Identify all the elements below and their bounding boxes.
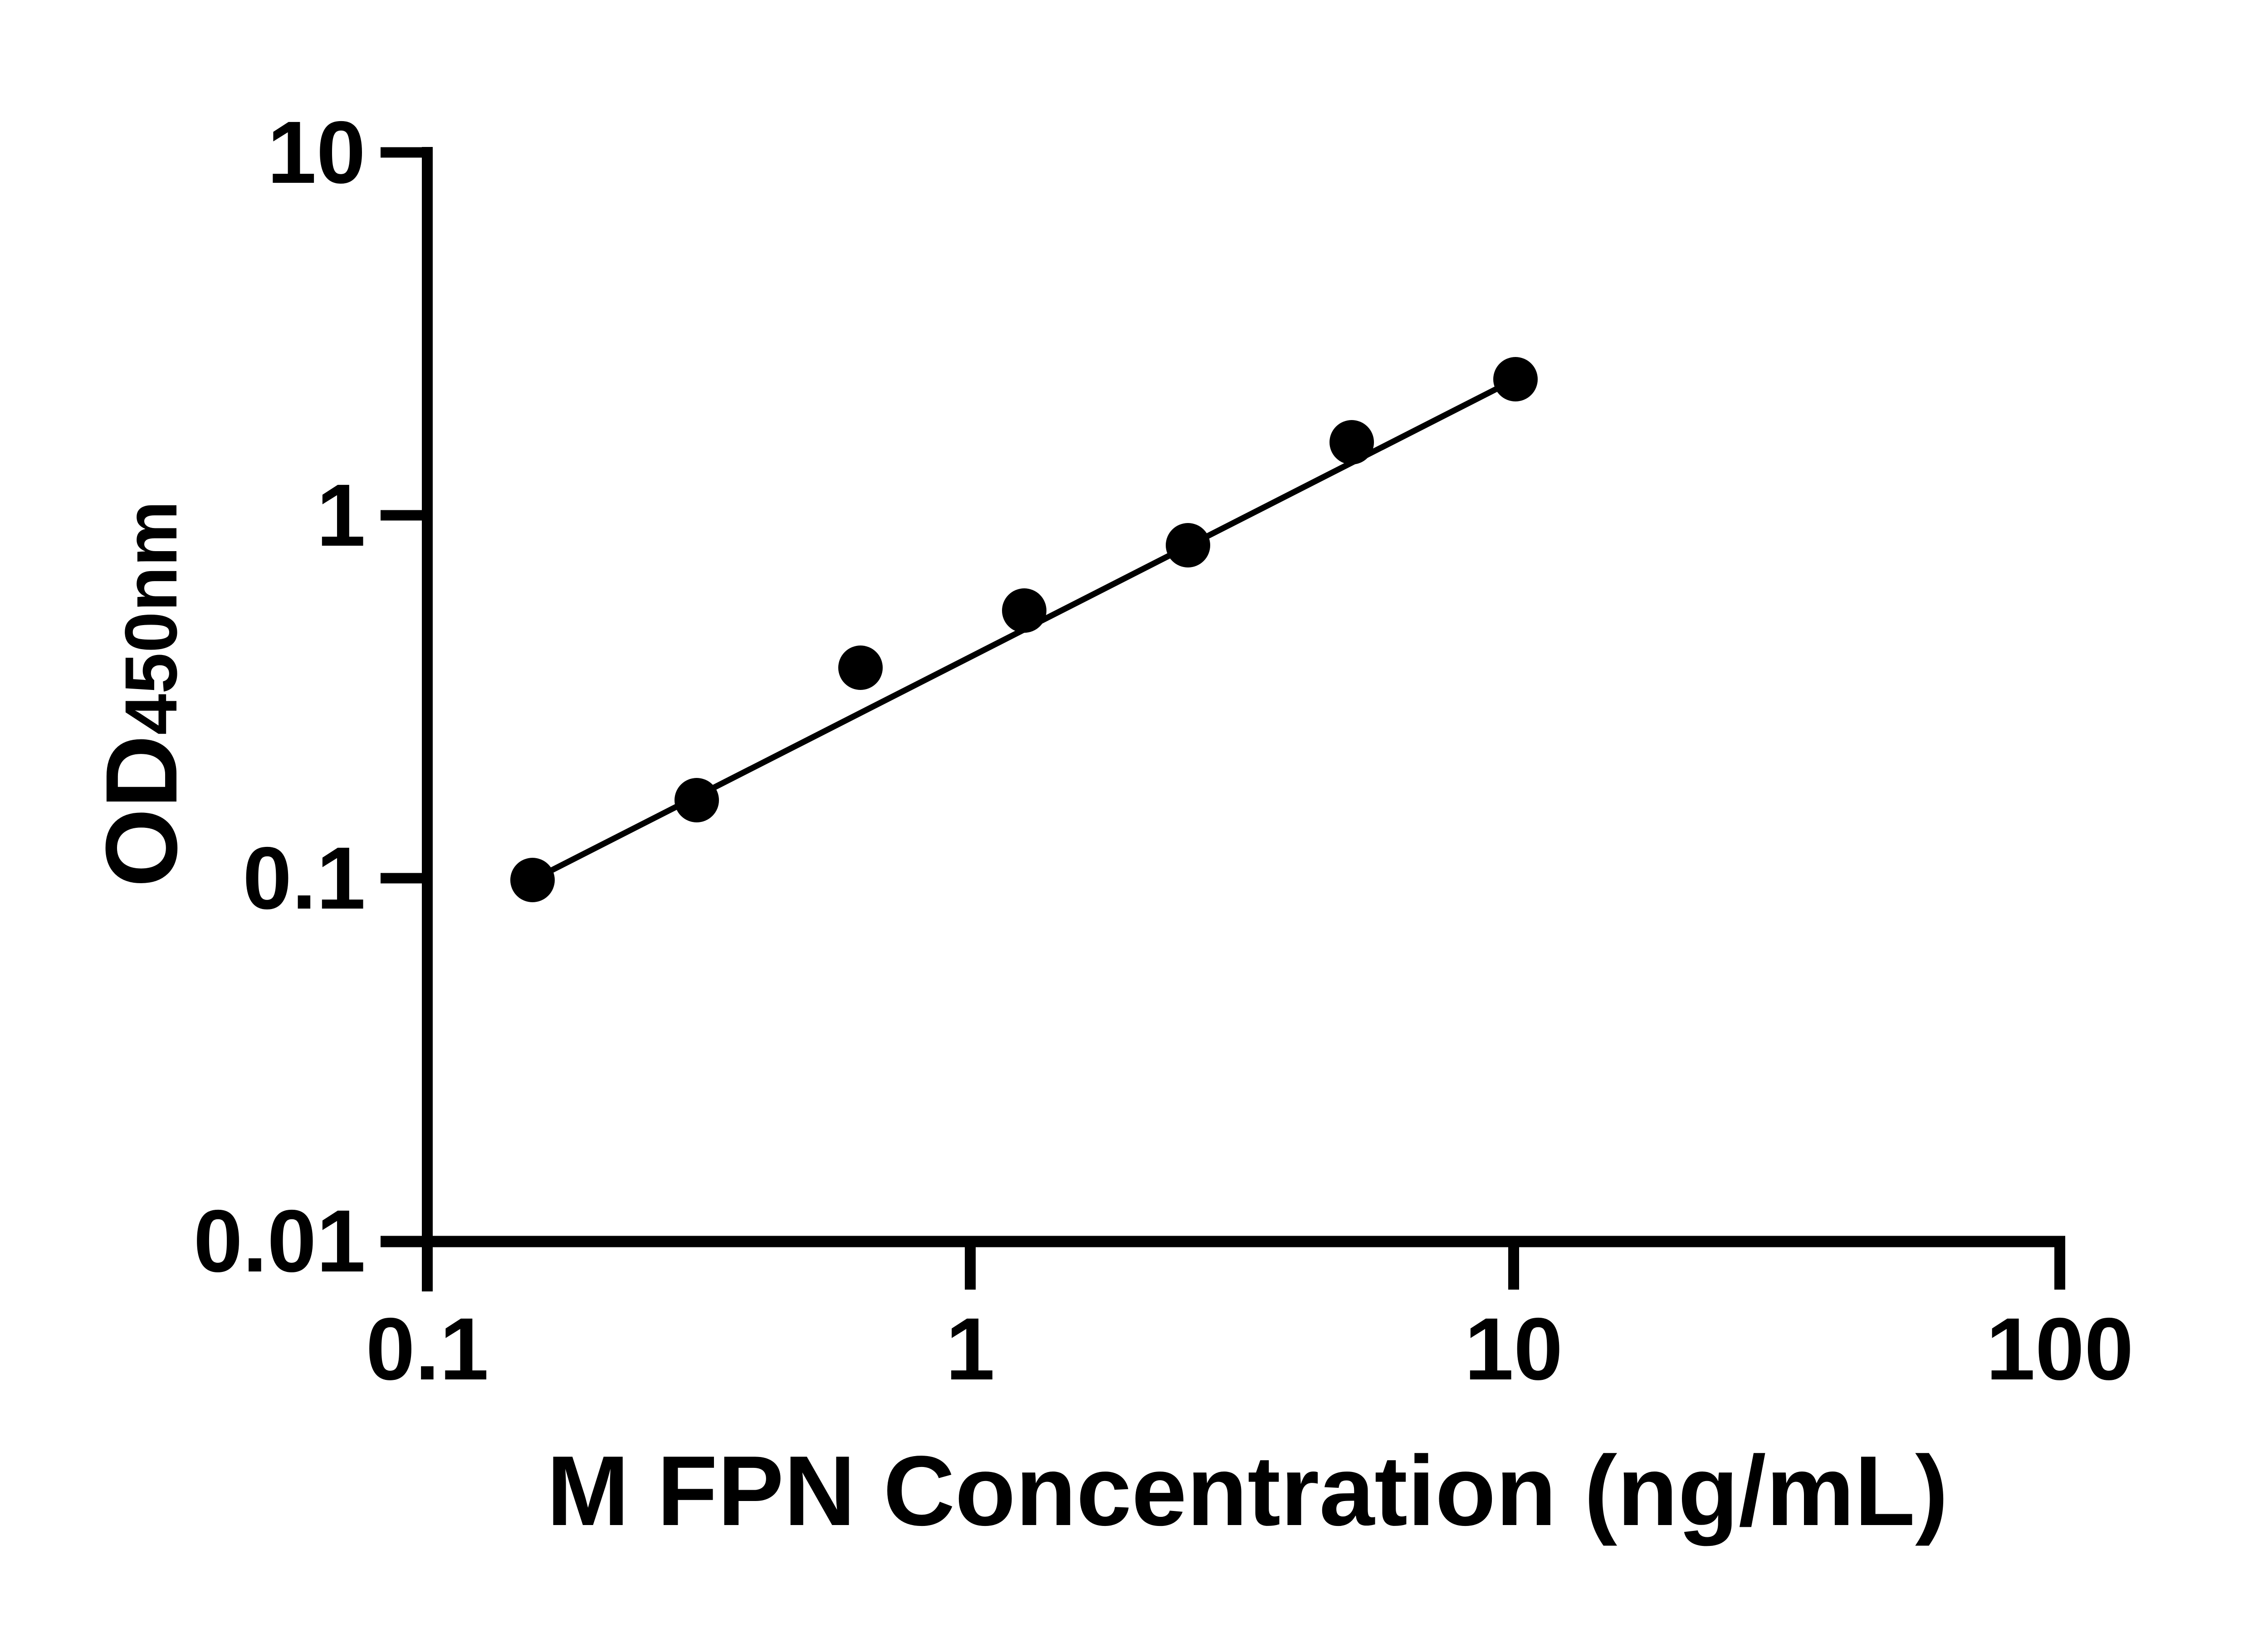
svg-text:100: 100 xyxy=(1986,1300,2133,1398)
svg-text:1: 1 xyxy=(946,1300,995,1398)
svg-text:0.01: 0.01 xyxy=(193,1192,366,1291)
svg-text:1: 1 xyxy=(317,466,366,565)
svg-text:0.1: 0.1 xyxy=(243,829,366,928)
svg-text:M FPN Concentration (ng/mL): M FPN Concentration (ng/mL) xyxy=(547,1436,1948,1546)
svg-text:10: 10 xyxy=(267,103,366,202)
svg-text:OD450nm: OD450nm xyxy=(85,501,198,887)
svg-text:0.1: 0.1 xyxy=(366,1300,489,1398)
svg-text:10: 10 xyxy=(1465,1300,1563,1398)
